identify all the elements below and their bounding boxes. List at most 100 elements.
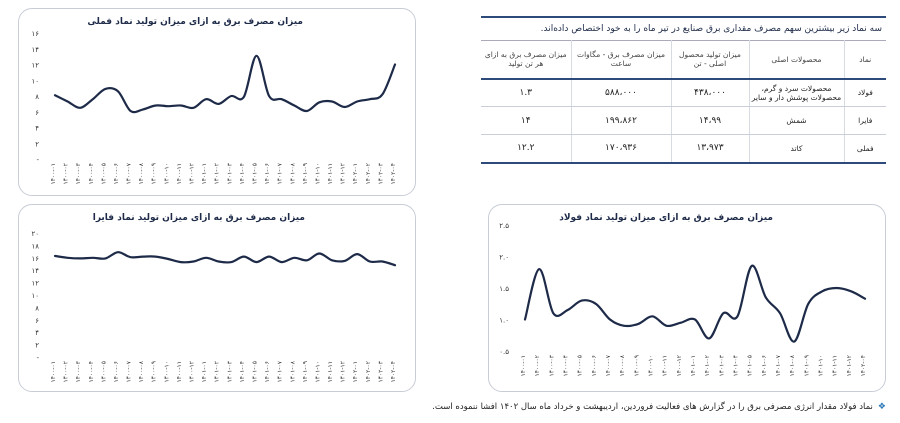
y-tick-label: ۲ (35, 342, 39, 350)
chart-title-faira: میزان مصرف برق به ازای میزان تولید نماد … (92, 213, 305, 223)
data-point (230, 95, 233, 97)
x-tick-label: ۱۴۰۰-۰۸ (138, 360, 145, 382)
data-point (318, 101, 321, 104)
data-point (293, 104, 296, 107)
x-tick-label: ۱۴۰۰-۰۸ (619, 354, 626, 376)
cell-consumption: ۱۷۰،۹۳۶ (570, 134, 671, 164)
x-tick-label: ۱۴۰۱-۱۲ (846, 355, 853, 377)
cell-production: ۱۴،۹۹ (670, 106, 749, 135)
table-row: فولاد محصولات سرد و گرم، محصولات پوشش دا… (481, 78, 886, 107)
data-point (205, 98, 207, 100)
x-tick-label: ۱۴۰۱-۰۹ (302, 163, 309, 185)
data-point (356, 253, 359, 255)
x-tick-label: ۱۴۰۰-۰۴ (563, 355, 570, 377)
cell-consumption: ۵۸۸،۰۰۰ (570, 78, 671, 107)
y-tick-label: ۴ (35, 329, 39, 337)
x-tick-label: ۱۴۰۰-۰۱ (50, 163, 57, 185)
data-point (736, 315, 739, 318)
x-tick-label: ۱۴۰۱-۱۲ (340, 361, 347, 383)
data-point (306, 110, 308, 112)
x-tick-label: ۱۴۰۰-۱۰ (648, 355, 655, 377)
x-tick-label: ۱۴۰۰-۱۱ (176, 361, 183, 383)
x-tick-label: ۱۴۰۱-۰۳ (226, 162, 233, 184)
x-tick-label: ۱۴۰۱-۰۳ (718, 354, 725, 376)
cell-production: ۴۳۸،۰۰۰ (670, 78, 749, 107)
x-tick-label: ۱۴۰۲-۰۲ (365, 163, 372, 185)
data-point (217, 103, 220, 105)
x-tick-label: ۱۴۰۰-۰۷ (126, 162, 133, 184)
data-point (343, 106, 346, 108)
table-title: سه نماد زیر بیشترین سهم مصرف مقداری برق … (481, 16, 886, 40)
footnote: ❖ نماد فولاد مقدار انرژی مصرفی برق را در … (432, 402, 886, 412)
y-tick-label: ۱.۵ (499, 285, 509, 293)
x-tick-label: ۱۴۰۱-۱۲ (340, 163, 347, 185)
data-point (66, 257, 69, 259)
data-point (117, 90, 119, 93)
cell-product: کاتد (748, 134, 844, 164)
x-tick-label: ۱۴۰۲-۰۳ (377, 162, 384, 184)
x-tick-label: ۱۴۰۲-۰۱ (352, 361, 359, 383)
x-tick-label: ۱۴۰۰-۰۲ (63, 163, 70, 185)
data-point (864, 297, 866, 300)
x-tick-label: ۱۴۰۱-۰۵ (747, 355, 754, 377)
table-row: فملی کاتد ۱۳،۹۷۳ ۱۷۰،۹۳۶ ۱۲.۲ (481, 134, 886, 164)
data-point (243, 255, 245, 258)
x-tick-label: ۱۴۰۰-۰۵ (577, 355, 584, 377)
x-tick-label: ۱۴۰۱-۰۴ (239, 163, 246, 185)
x-tick-label: ۱۴۰۰-۰۷ (605, 354, 612, 376)
x-tick-label: ۱۴۰۰-۰۳ (75, 162, 82, 184)
y-tick-label: ۱۰ (31, 77, 39, 85)
data-point (54, 94, 56, 97)
x-tick-label: ۱۴۰۱-۰۲ (214, 163, 221, 185)
x-tick-label: ۱۴۰۰-۰۶ (591, 355, 598, 377)
x-tick-label: ۱۴۰۰-۰۶ (113, 361, 120, 383)
series-line (53, 54, 397, 114)
data-point (255, 55, 258, 57)
data-point (91, 98, 94, 100)
chart-panel-femli: میزان مصرف برق به ازای میزان تولید نماد … (18, 8, 416, 196)
y-tick-label: ۱۰ (31, 292, 39, 300)
x-tick-label: ۱۴۰۰-۱۲ (676, 355, 683, 377)
y-tick-label: ۲ (35, 140, 39, 148)
data-point (205, 257, 207, 259)
data-point (381, 260, 384, 263)
data-point (280, 98, 283, 100)
header-symbol: نماد (843, 40, 886, 80)
y-tick-label: ۱۲ (31, 62, 39, 70)
data-point (694, 318, 696, 321)
x-tick-label: ۱۴۰۱-۰۲ (704, 355, 711, 377)
x-tick-label: ۱۴۰۱-۰۳ (226, 360, 233, 382)
data-point (850, 290, 852, 292)
data-point (180, 104, 182, 107)
data-point (623, 325, 625, 327)
data-point (306, 259, 308, 262)
data-point (566, 309, 569, 311)
data-point (835, 287, 838, 289)
data-point (331, 259, 333, 262)
x-tick-label: ۱۴۰۱-۰۱ (690, 355, 697, 377)
data-point (192, 260, 195, 263)
x-tick-label: ۱۴۰۱-۱۱ (832, 355, 839, 377)
data-point (268, 255, 270, 258)
x-tick-label: ۱۴۰۰-۰۵ (100, 361, 107, 383)
y-tick-label: ۱.۰ (499, 317, 509, 325)
y-tick-label: ۱۴ (31, 267, 39, 275)
x-tick-label: ۱۴۰۰-۰۳ (75, 360, 82, 382)
data-point (79, 107, 81, 109)
x-tick-label: ۱۴۰۰-۱۲ (189, 163, 196, 185)
data-point (129, 110, 132, 112)
x-tick-label: ۱۴۰۱-۰۱ (201, 361, 208, 383)
consumption-table: نماد محصولات اصلی میزان تولید محصول اصلی… (481, 40, 886, 164)
x-tick-label: ۱۴۰۰-۰۴ (88, 163, 95, 185)
data-point (609, 318, 611, 321)
diamond-bullet-icon: ❖ (877, 402, 886, 412)
x-tick-label: ۱۴۰۰-۰۳ (548, 354, 555, 376)
data-point (142, 255, 144, 258)
cell-ratio: ۱۴ (481, 106, 571, 135)
data-point (104, 257, 107, 260)
x-tick-label: ۱۴۰۱-۰۷ (277, 162, 284, 184)
y-tick-label: ۲.۵ (499, 222, 509, 230)
y-tick-label: ۶ (35, 317, 39, 325)
data-point (381, 93, 384, 96)
y-tick-label: ۰.۵ (499, 348, 509, 356)
